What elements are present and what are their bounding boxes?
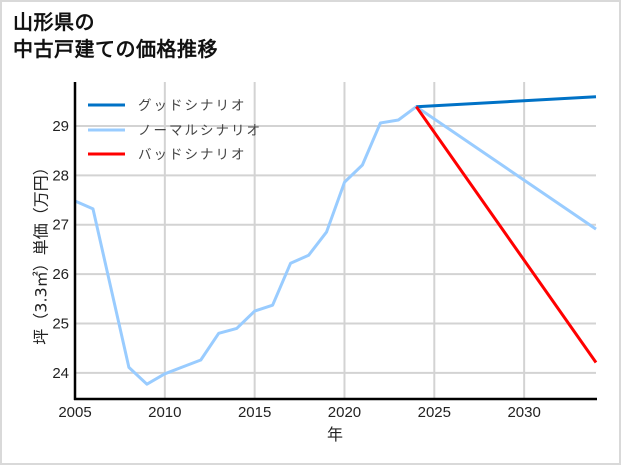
y-tick-label: 25 [52, 315, 69, 332]
x-tick-label: 2005 [58, 404, 91, 421]
y-tick-label: 28 [52, 167, 69, 184]
legend-item: ノーマルシナリオ [88, 123, 262, 139]
y-tick-label: 29 [52, 118, 69, 135]
series-line [416, 95, 597, 109]
y-tick-labels: 24 25 26 27 28 29 [52, 118, 69, 382]
series-line [74, 105, 597, 386]
y-tick-label: 24 [52, 365, 69, 382]
data-series [74, 95, 598, 386]
x-axis-label: 年 [327, 425, 343, 444]
x-tick-label: 2010 [148, 404, 181, 421]
y-tick-label: 26 [52, 266, 69, 283]
y-axis-label: 坪（3.3㎡）単価（万円） [32, 159, 51, 344]
axes [73, 82, 597, 401]
y-tick-label: 27 [52, 217, 69, 234]
legend-label: ノーマルシナリオ [138, 123, 262, 139]
x-tick-label: 2025 [418, 404, 451, 421]
legend-item: グッドシナリオ [88, 98, 247, 114]
legend-label: グッドシナリオ [138, 98, 247, 114]
x-tick-labels: 2005 2010 2015 2020 2025 2030 [58, 404, 541, 421]
x-tick-label: 2015 [238, 404, 271, 421]
x-tick-label: 2030 [507, 404, 540, 421]
legend-label: バッドシナリオ [138, 147, 247, 163]
legend-item: バッドシナリオ [88, 147, 247, 163]
series-line [415, 105, 598, 364]
chart-title: 山形県の 中古戸建ての価格推移 [13, 10, 218, 61]
x-tick-label: 2020 [328, 404, 361, 421]
